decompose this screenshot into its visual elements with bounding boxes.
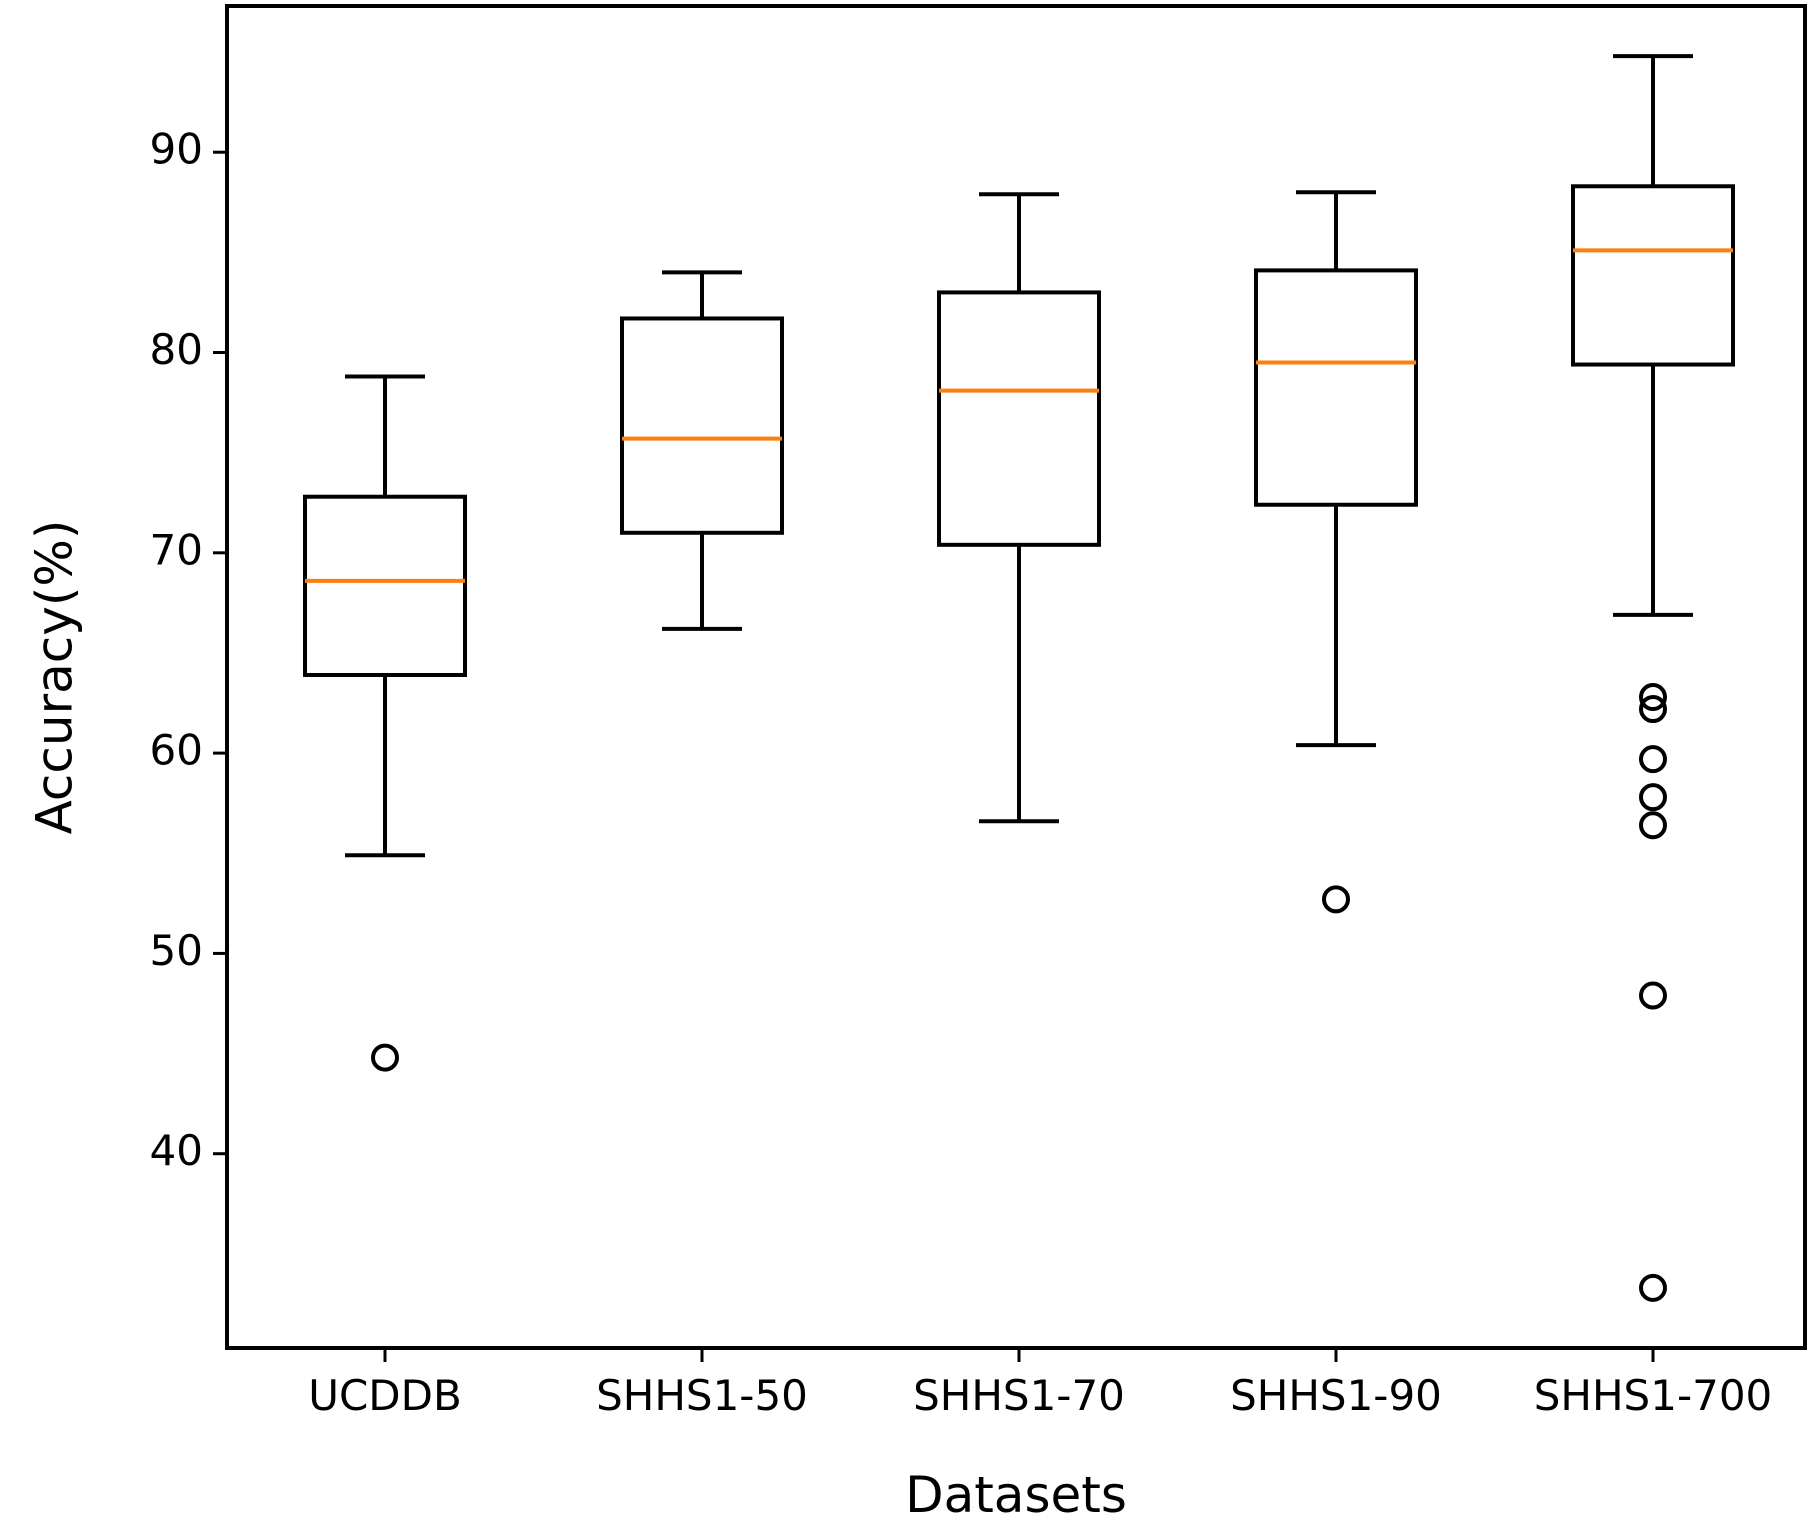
x-tick-label: SHHS1-70 xyxy=(913,1371,1125,1420)
x-tick-label: UCDDB xyxy=(308,1371,462,1420)
y-tick-label: 50 xyxy=(150,926,203,975)
iqr-box xyxy=(1571,184,1735,367)
box-group xyxy=(937,192,1101,824)
y-axis: 40 50 60 70 80 90 xyxy=(150,125,227,1175)
outlier-point xyxy=(1639,683,1667,712)
y-tick-label: 90 xyxy=(150,125,203,174)
outlier-point xyxy=(1639,981,1667,1010)
iqr-box xyxy=(620,316,784,535)
outlier-point xyxy=(1639,1273,1667,1302)
box-group xyxy=(1254,190,1418,914)
box-group xyxy=(1571,54,1735,1302)
y-tick-label: 60 xyxy=(150,726,203,775)
y-tick-label: 80 xyxy=(150,325,203,374)
iqr-box xyxy=(303,494,467,677)
outlier-point xyxy=(1322,885,1350,914)
x-tick-label: SHHS1-700 xyxy=(1534,1371,1773,1420)
iqr-box xyxy=(937,290,1101,547)
plot-area-frame xyxy=(225,4,1807,1350)
y-axis-label: Accuracy(%) xyxy=(26,520,84,835)
outlier-point xyxy=(1639,745,1667,774)
x-tick-label: SHHS1-90 xyxy=(1230,1371,1442,1420)
outlier-point xyxy=(1639,695,1667,724)
box-group xyxy=(303,374,467,1072)
box-group xyxy=(620,270,784,631)
boxes-layer xyxy=(303,54,1735,1302)
x-axis-label: Datasets xyxy=(905,1466,1127,1520)
iqr-box xyxy=(1254,268,1418,507)
outlier-point xyxy=(1639,811,1667,840)
outlier-point xyxy=(1639,783,1667,812)
y-tick-label: 40 xyxy=(150,1126,203,1175)
y-tick-label: 70 xyxy=(150,525,203,574)
outlier-point xyxy=(371,1043,399,1072)
x-axis: UCDDB SHHS1-50 SHHS1-70 SHHS1-90 SHHS1-700 xyxy=(308,1348,1772,1420)
x-tick-label: SHHS1-50 xyxy=(596,1371,808,1420)
